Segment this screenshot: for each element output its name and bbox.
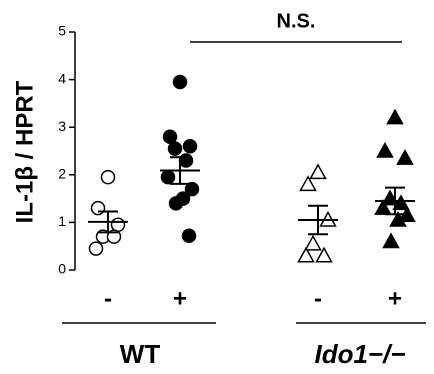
data-point (389, 210, 407, 227)
data-point (304, 234, 322, 251)
y-tick-label: 5 (58, 23, 66, 39)
data-point (182, 138, 198, 154)
group-label: Ido1−/− (314, 339, 405, 369)
data-point (100, 169, 116, 185)
x-tick-label: + (388, 285, 402, 312)
y-axis-label: IL-1β / HPRT (11, 80, 38, 223)
y-tick-label: 1 (58, 213, 66, 229)
data-point (374, 199, 392, 215)
y-tick-label: 4 (58, 70, 66, 86)
data-point (299, 175, 317, 192)
data-point (160, 169, 176, 185)
data-point (382, 232, 400, 249)
group-label: WT (120, 339, 161, 369)
data-point (181, 228, 197, 243)
y-tick-label: 3 (58, 118, 66, 134)
data-point (376, 141, 394, 158)
y-tick-label: 0 (58, 261, 66, 277)
data-point (309, 163, 327, 180)
data-point (392, 194, 410, 211)
data-point (167, 141, 183, 156)
y-tick-label: 2 (58, 166, 66, 182)
data-point (297, 246, 315, 263)
data-point (172, 74, 188, 90)
data-point (396, 149, 414, 165)
annotation: N.S. (277, 10, 316, 32)
data-point (315, 246, 333, 263)
data-point (106, 229, 122, 244)
data-point (178, 153, 194, 168)
data-point (168, 196, 184, 211)
x-tick-label: + (173, 285, 187, 312)
data-point (90, 200, 106, 216)
data-point (162, 129, 178, 144)
data-point (386, 108, 404, 125)
x-tick-label: - (314, 285, 322, 312)
data-point (88, 241, 104, 256)
data-point (110, 217, 126, 233)
x-tick-label: - (104, 285, 112, 312)
data-point (184, 181, 200, 197)
